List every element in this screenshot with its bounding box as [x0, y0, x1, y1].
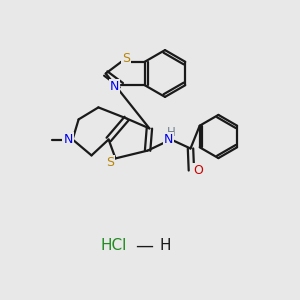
- Text: N: N: [63, 133, 73, 146]
- Text: S: S: [106, 155, 114, 169]
- Text: —: —: [135, 237, 153, 255]
- Text: N: N: [110, 80, 119, 93]
- Text: O: O: [193, 164, 203, 177]
- Text: HCl: HCl: [101, 238, 127, 253]
- Text: H: H: [159, 238, 171, 253]
- Text: S: S: [122, 52, 130, 65]
- Text: H: H: [167, 125, 176, 139]
- Text: N: N: [164, 133, 173, 146]
